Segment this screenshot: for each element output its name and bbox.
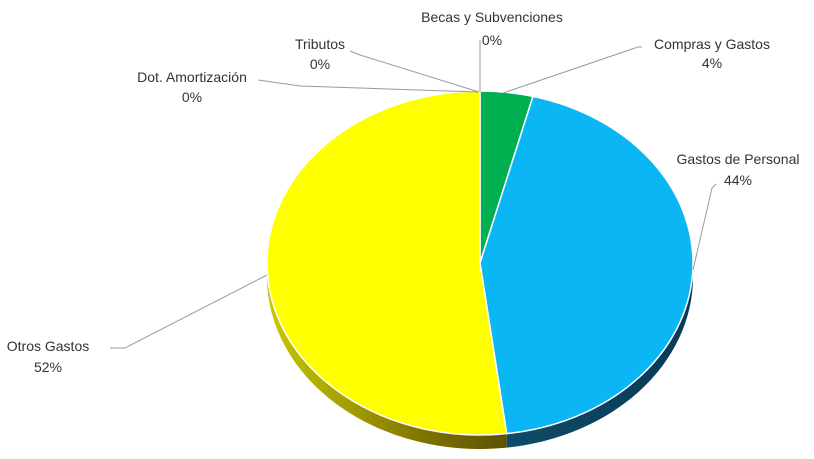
leader-line-5 [349,50,480,93]
leader-line-3 [110,274,268,349]
slice-value-label: 0% [310,56,330,72]
pie-side-2 [506,263,693,448]
leader-line-2 [692,183,717,271]
slice-value-label: 52% [34,359,62,375]
leader-line-4 [257,79,479,93]
slice-value-label: 0% [482,32,502,48]
slice-name-label: Gastos de Personal [677,151,800,167]
slice-value-label: 44% [724,172,752,188]
leader-line-1 [502,46,642,94]
pie-sides [267,263,693,450]
slice-name-label: Becas y Subvenciones [421,9,563,25]
leader-lines [110,40,717,349]
pie-slice-3 [266,90,508,436]
slice-name-label: Tributos [295,36,345,52]
slice-name-label: Otros Gastos [7,338,89,354]
pie-slice-2 [479,95,694,435]
slice-name-label: Compras y Gastos [654,36,770,52]
slice-value-label: 0% [182,89,202,105]
slice-value-label: 4% [702,55,722,71]
slice-name-label: Dot. Amortización [137,69,247,85]
data-labels: Becas y Subvenciones 0% Compras y Gastos 4%… [7,9,800,375]
pie-slices [266,90,694,436]
